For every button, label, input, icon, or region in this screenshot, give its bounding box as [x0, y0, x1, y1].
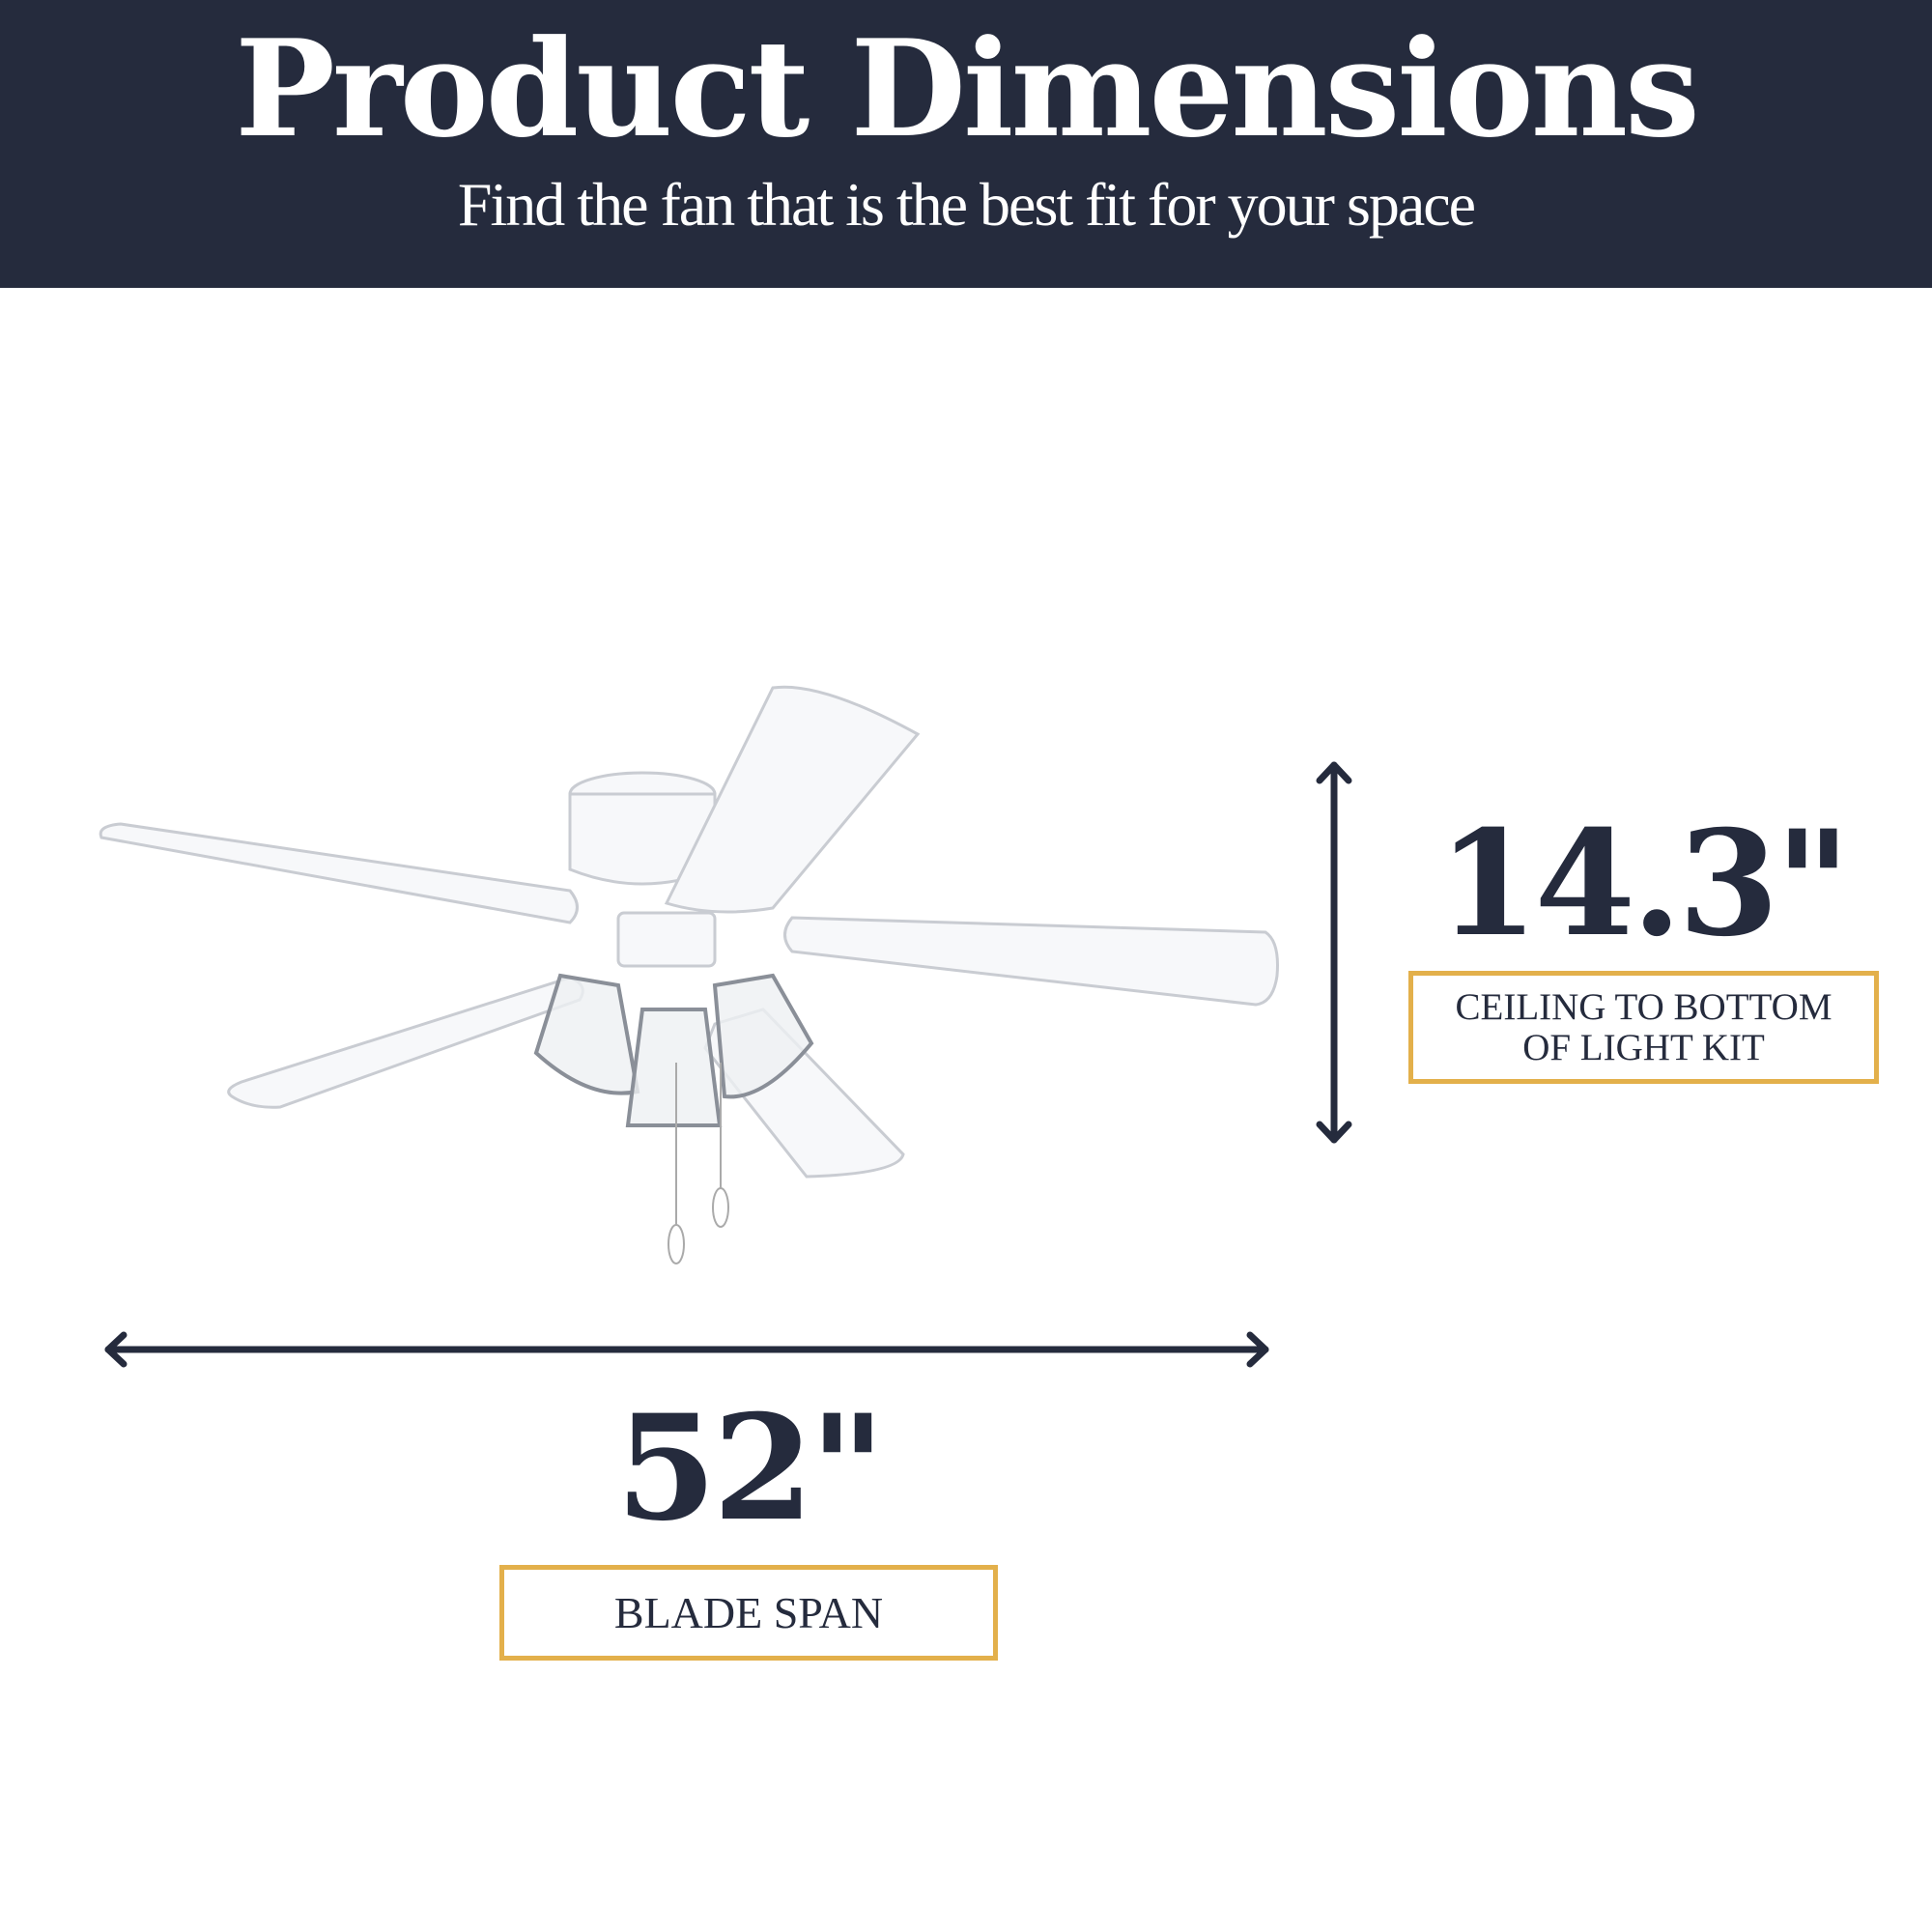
height-arrow: [1316, 761, 1352, 1144]
pull-chain-fob: [668, 1224, 685, 1264]
width-value: 52": [615, 1383, 886, 1553]
fan-blade-left: [99, 822, 579, 924]
fan-blade-bottom-left: [227, 976, 584, 1109]
height-value: 14.3": [1437, 799, 1850, 969]
width-arrow: [104, 1331, 1269, 1368]
fan-blade-right: [783, 916, 1279, 1007]
width-label-box: BLADE SPAN: [499, 1565, 998, 1661]
glass-shade-right: [712, 973, 814, 1099]
switch-housing: [616, 911, 717, 968]
width-label: BLADE SPAN: [613, 1588, 884, 1637]
page-subtitle: Find the fan that is the best fit for yo…: [457, 170, 1476, 239]
height-label-box: CEILING TO BOTTOM OF LIGHT KIT: [1408, 971, 1879, 1084]
light-kit: [533, 973, 814, 1127]
fan-blade-top: [664, 685, 921, 914]
glass-shade-center: [625, 1008, 723, 1127]
header-banner: Product Dimensions Find the fan that is …: [0, 0, 1932, 288]
height-label: CEILING TO BOTTOM OF LIGHT KIT: [1455, 985, 1833, 1068]
pull-chains: [675, 1063, 722, 1236]
page-title: Product Dimensions: [235, 10, 1700, 167]
pull-chain-fob: [712, 1187, 729, 1228]
